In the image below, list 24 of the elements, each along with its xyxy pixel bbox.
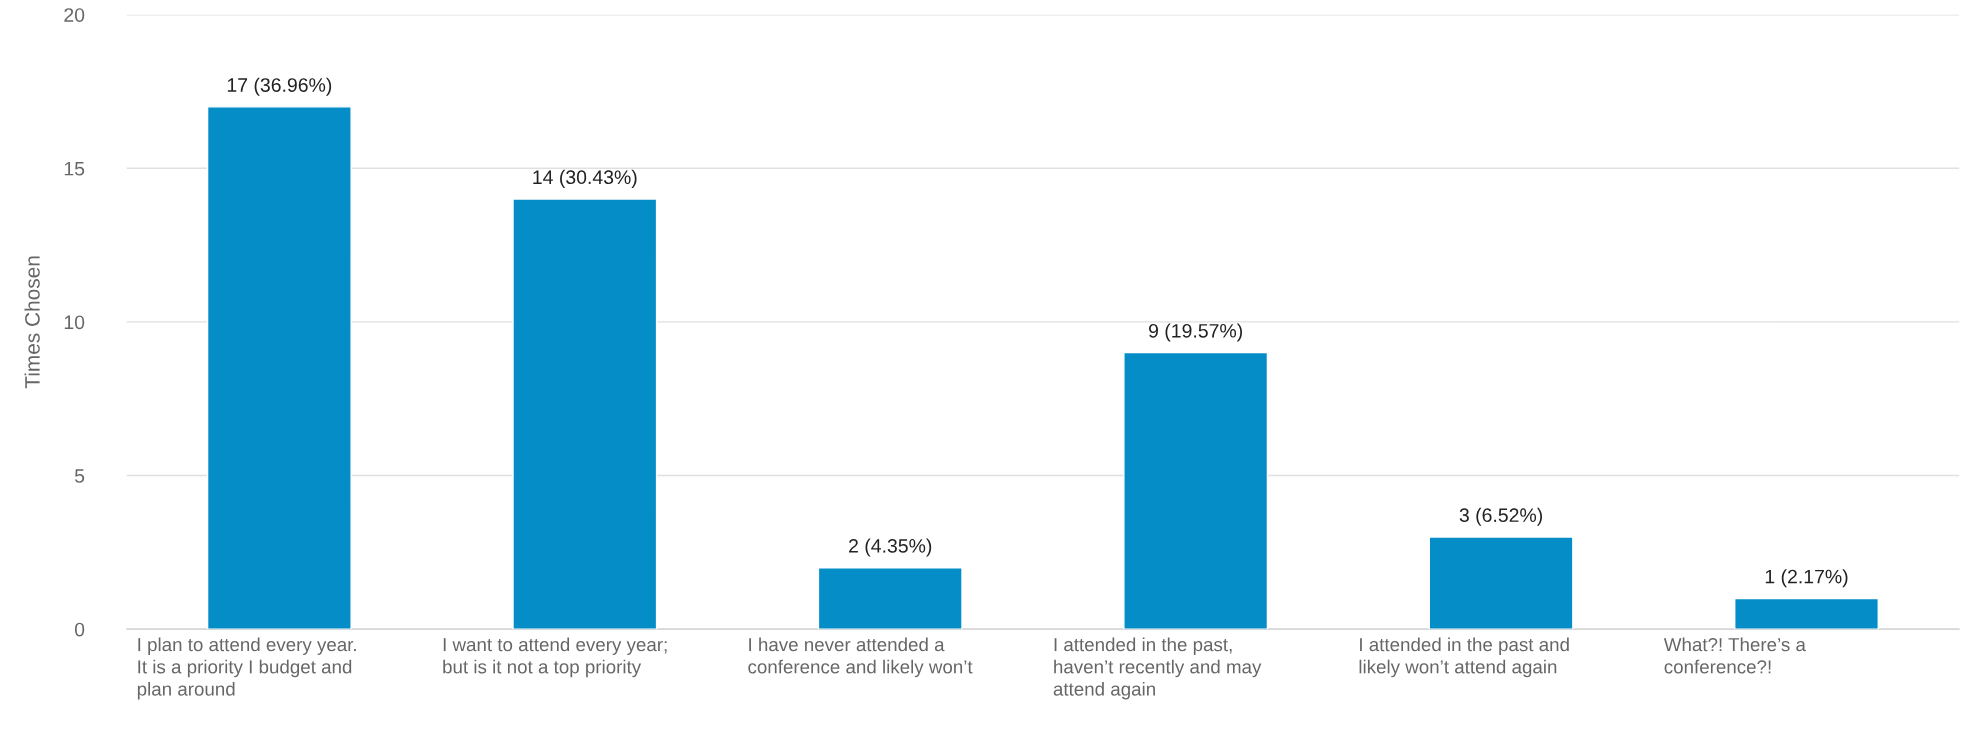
bar xyxy=(817,567,963,630)
x-tick-label: I attended in the past and likely won’t attend again xyxy=(1359,637,1569,678)
data-label: 2 (4.35%) xyxy=(849,538,932,557)
y-tick-label: 10 xyxy=(64,315,85,330)
bar xyxy=(1123,351,1269,630)
x-tick-label: I attended in the past, haven’t recently and may attend again xyxy=(1053,637,1262,700)
data-label: 3 (6.52%) xyxy=(1459,507,1543,526)
x-tick-label: I want to attend every year; but is it not a top priority xyxy=(443,637,667,678)
y-tick-label: 0 xyxy=(74,622,85,637)
y-tick-label: 5 xyxy=(74,469,85,483)
bar xyxy=(206,106,352,630)
x-tick-label: I plan to attend every year. It is a priority I budget and plan around xyxy=(137,637,356,700)
x-tick-label: What?! There’s a conference?! xyxy=(1663,637,1806,674)
x-tick-label: I have never attended a conference and likely won’t xyxy=(748,637,973,678)
bar xyxy=(1734,597,1879,630)
data-label: 17 (36.96%) xyxy=(227,77,332,96)
y-tick-label: 20 xyxy=(64,8,85,22)
data-label: 9 (19.57%) xyxy=(1149,323,1242,342)
data-label: 14 (30.43%) xyxy=(533,169,637,188)
data-label: 1 (2.17%) xyxy=(1765,569,1848,588)
bar xyxy=(512,198,658,630)
bar xyxy=(1428,536,1574,630)
y-axis-title: Times Chosen xyxy=(24,256,40,389)
y-tick-label: 15 xyxy=(64,161,85,176)
